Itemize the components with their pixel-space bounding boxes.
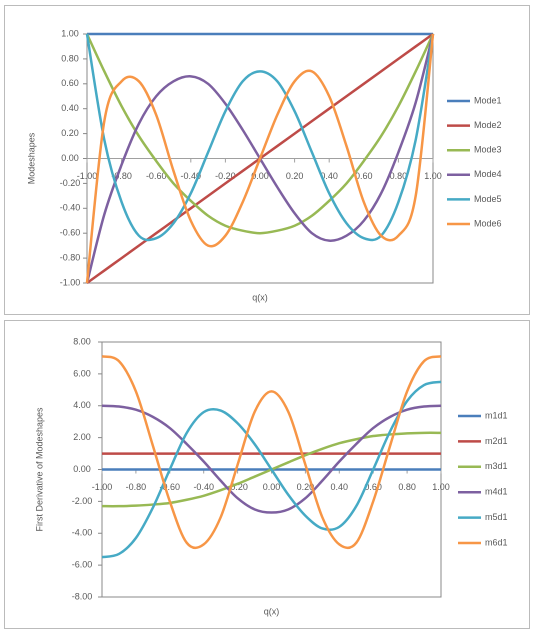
- x-tick-label: 0.00: [263, 482, 281, 492]
- x-tick-label: -0.40: [181, 171, 202, 181]
- x-axis-title: q(x): [252, 292, 268, 302]
- x-tick-label: -0.40: [193, 482, 214, 492]
- y-tick-label: -0.40: [60, 203, 81, 213]
- x-tick-label: -0.20: [227, 482, 248, 492]
- y-tick-label: 0.20: [61, 128, 79, 138]
- series-line: [101, 380, 442, 559]
- series-line: [101, 404, 442, 514]
- legend-label: Mode6: [474, 218, 502, 228]
- x-tick-label: -0.60: [160, 482, 181, 492]
- x-tick-label: 0.00: [251, 171, 269, 181]
- y-tick-label: 2.00: [73, 432, 91, 442]
- x-tick-label: 0.60: [364, 482, 382, 492]
- y-tick-label: 6.00: [73, 368, 91, 378]
- x-tick-label: 0.40: [331, 482, 349, 492]
- x-tick-label: 0.20: [297, 482, 315, 492]
- legend-label: m1d1: [485, 410, 508, 420]
- series-line: [101, 355, 442, 550]
- x-tick-label: 0.80: [398, 482, 416, 492]
- x-tick-label: -1.00: [92, 482, 113, 492]
- legend-label: Mode2: [474, 120, 502, 130]
- x-tick-label: 1.00: [432, 482, 450, 492]
- x-axis-title: q(x): [264, 606, 280, 616]
- y-tick-label: -2.00: [72, 496, 93, 506]
- y-tick-label: -0.20: [60, 178, 81, 188]
- legend-label: Mode5: [474, 194, 502, 204]
- x-tick-label: 0.80: [390, 171, 408, 181]
- y-tick-label: 0.80: [61, 53, 79, 63]
- x-tick-label: -0.80: [126, 482, 147, 492]
- legend-label: m5d1: [485, 512, 508, 522]
- x-tick-label: 1.00: [424, 171, 442, 181]
- y-tick-label: -0.80: [60, 252, 81, 262]
- x-tick-label: 0.40: [320, 171, 338, 181]
- legend-label: m4d1: [485, 487, 508, 497]
- x-tick-label: -0.20: [215, 171, 236, 181]
- legend-label: Mode1: [474, 95, 502, 105]
- legend-label: m2d1: [485, 436, 508, 446]
- y-tick-label: 0.40: [61, 103, 79, 113]
- legend-label: Mode3: [474, 145, 502, 155]
- y-tick-label: 8.00: [73, 336, 91, 346]
- chart-frame: [4, 5, 530, 315]
- series-line: [85, 33, 435, 235]
- y-tick-label: -1.00: [60, 277, 81, 287]
- y-tick-label: 4.00: [73, 400, 91, 410]
- y-axis-title: First Derivative of Modeshapes: [34, 407, 44, 532]
- y-tick-label: -6.00: [72, 560, 93, 570]
- y-tick-label: 1.00: [61, 28, 79, 38]
- x-tick-label: -0.80: [111, 171, 132, 181]
- y-tick-label: 0.00: [73, 464, 91, 474]
- legend-label: m6d1: [485, 537, 508, 547]
- x-tick-label: -1.00: [77, 171, 98, 181]
- y-axis-title: Modeshapes: [26, 132, 36, 184]
- x-tick-label: -0.60: [146, 171, 167, 181]
- chart-frame: [4, 320, 530, 629]
- legend-label: m3d1: [485, 461, 508, 471]
- y-tick-label: -8.00: [72, 591, 93, 601]
- legend-label: Mode4: [474, 169, 502, 179]
- series-line: [85, 33, 435, 284]
- y-tick-label: -4.00: [72, 528, 93, 538]
- x-tick-label: 0.60: [355, 171, 373, 181]
- x-tick-label: 0.20: [286, 171, 304, 181]
- y-tick-label: -0.60: [60, 228, 81, 238]
- y-tick-label: 0.60: [61, 78, 79, 88]
- y-tick-label: 0.00: [61, 153, 79, 163]
